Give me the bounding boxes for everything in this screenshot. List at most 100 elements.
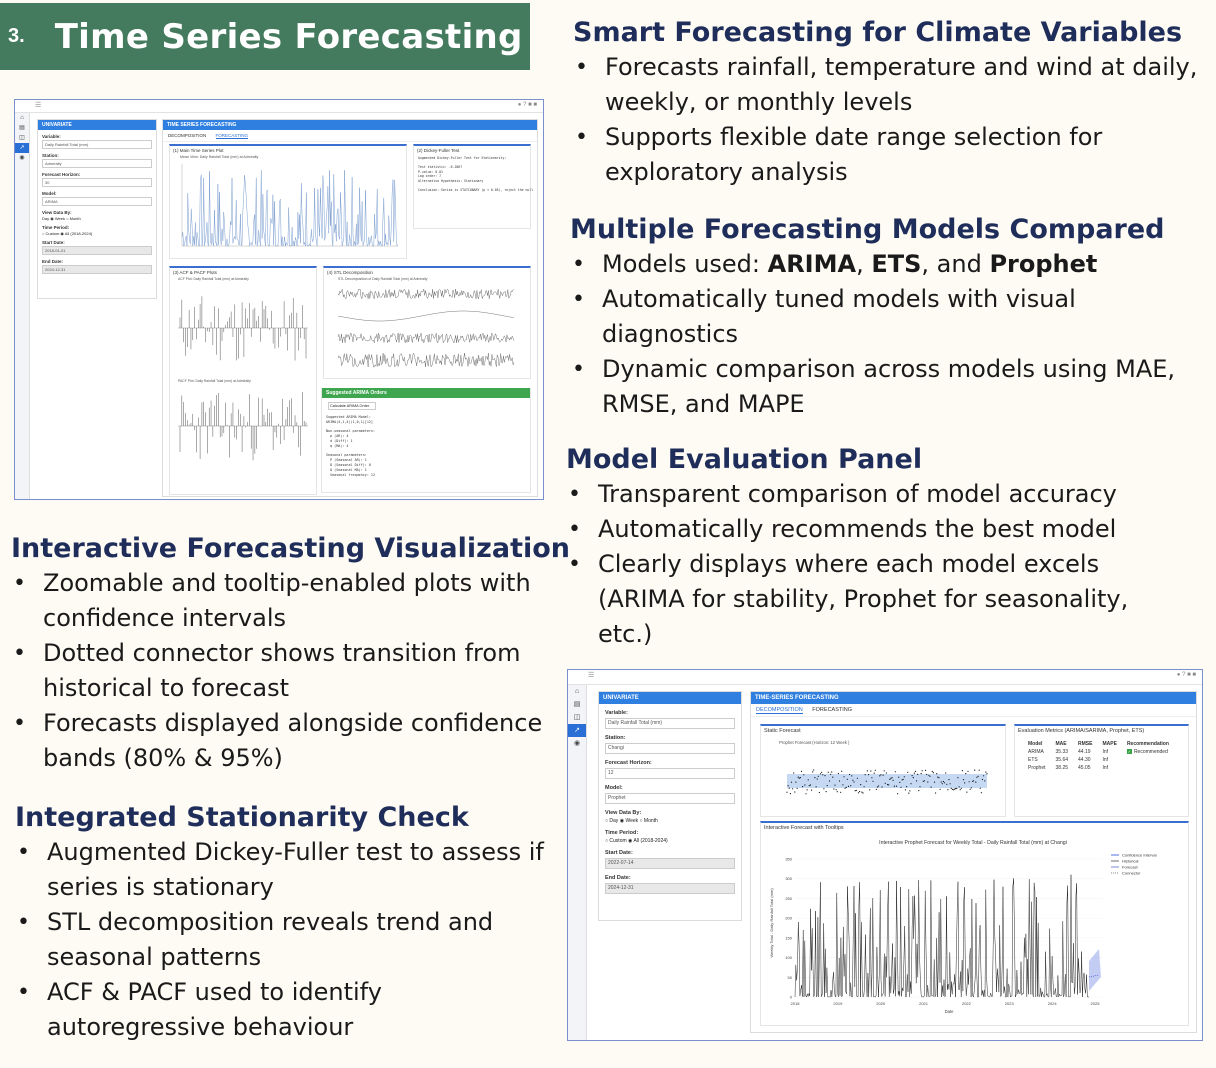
observed-point	[853, 781, 855, 783]
observed-point	[967, 770, 969, 772]
bullet: Supports flexible date range selection f…	[573, 120, 1213, 190]
observed-point	[936, 773, 938, 775]
y-tick-label: 250	[785, 896, 792, 901]
globe-icon[interactable]: ◉	[19, 155, 25, 161]
sidebar: ⌂ ▤ ◫ ↗ ◉	[568, 685, 587, 1040]
view-radio[interactable]: Day ◉ Week ○ Month	[42, 216, 81, 221]
y-axis-label: Weekly Total - Daily Rainfall Total (mm)	[769, 888, 774, 958]
table-cell: 45.05	[1078, 765, 1091, 771]
x-tick-label: 2021	[919, 1001, 929, 1006]
observed-point	[983, 775, 985, 777]
chart-icon[interactable]: ▤	[573, 701, 581, 708]
horizon-input[interactable]: 12	[605, 768, 735, 779]
pacf-plot[interactable]	[174, 386, 310, 466]
static-forecast-plot[interactable]	[769, 752, 999, 810]
observed-point	[861, 791, 863, 793]
y-tick-label: 150	[785, 935, 792, 940]
panel-header: TIME SERIES FORECASTING	[163, 120, 537, 130]
variable-select[interactable]: Daily Rainfall Total (mm)	[605, 718, 735, 729]
table-row: ETS 35.64 44.30 Inf	[1023, 756, 1174, 764]
window-controls[interactable]: ● ? ■ ■	[517, 102, 537, 108]
observed-point	[930, 786, 932, 788]
bullet: Zoomable and tooltip-enabled plots with …	[11, 566, 556, 636]
section-heading: Integrated Stationarity Check	[15, 802, 469, 833]
observed-point	[911, 775, 913, 777]
home-icon[interactable]: ⌂	[574, 688, 580, 695]
acf-plot[interactable]	[174, 288, 310, 368]
observed-point	[846, 778, 848, 780]
stl-component-line	[337, 332, 515, 344]
interactive-forecast-chart[interactable]: Interactive Prophet Forecast for Weekly …	[763, 835, 1183, 1021]
observed-point	[830, 773, 832, 775]
observed-point	[806, 789, 808, 791]
tab-decomposition[interactable]: DECOMPOSITION	[168, 133, 207, 138]
bullet: Clearly displays where each model excels…	[566, 547, 1186, 652]
x-tick-label: 2023	[1005, 1001, 1015, 1006]
observed-point	[817, 775, 819, 777]
variable-select[interactable]: Daily Rainfall Total (mm)	[42, 140, 152, 149]
database-icon[interactable]: ◫	[19, 135, 25, 141]
station-select[interactable]: Admiralty	[42, 159, 152, 168]
observed-point	[812, 771, 814, 773]
series-line	[181, 170, 399, 247]
observed-point	[893, 785, 895, 787]
bullet: STL decomposition reveals trend and seas…	[15, 905, 555, 975]
window-controls[interactable]: ● ? ■ ■	[1176, 672, 1196, 678]
model-select[interactable]: Prophet	[605, 793, 735, 804]
model-select[interactable]: ARIMA	[42, 197, 152, 206]
sidebar: ⌂ ▤ ◫ ↗ ◉	[15, 113, 30, 499]
observed-point	[855, 789, 857, 792]
observed-point	[842, 784, 844, 786]
chart-icon[interactable]: ▤	[19, 125, 25, 131]
globe-icon[interactable]: ◉	[573, 740, 581, 747]
tab-decomposition[interactable]: DECOMPOSITION	[756, 707, 803, 714]
database-icon[interactable]: ◫	[573, 714, 581, 721]
observed-point	[884, 782, 886, 784]
observed-point	[883, 770, 885, 772]
observed-point	[941, 783, 943, 785]
view-radio[interactable]: ○ Day ◉ Week ○ Month	[605, 818, 658, 824]
main-series-plot[interactable]	[176, 162, 400, 252]
observed-point	[916, 780, 918, 782]
tab-forecasting[interactable]: FORECASTING	[215, 133, 249, 139]
observed-point	[897, 793, 899, 795]
x-tick-label: 2019	[833, 1001, 843, 1006]
observed-point	[798, 777, 800, 779]
line-chart-icon[interactable]: ↗	[568, 724, 586, 737]
start-date-input[interactable]: 2018-01-01	[42, 246, 152, 255]
period-radio[interactable]: ○ Custom ◉ All (2018-2024)	[605, 838, 668, 844]
observed-point	[959, 789, 961, 791]
decomposition-screenshot: ☰ ● ? ■ ■ ⌂ ▤ ◫ ↗ ◉ UNIVARIATE Variable: …	[14, 99, 544, 500]
period-radio[interactable]: ○ Custom ◉ All (2018-2024)	[42, 231, 93, 236]
end-date-input[interactable]: 2024-12-31	[605, 883, 735, 894]
observed-point	[852, 779, 854, 781]
observed-point	[961, 770, 963, 772]
observed-point	[800, 770, 803, 772]
end-date-input[interactable]: 2024-12-31	[42, 265, 152, 274]
observed-point	[857, 792, 860, 794]
observed-point	[928, 774, 930, 776]
menu-icon[interactable]: ☰	[588, 672, 595, 679]
home-icon[interactable]: ⌂	[20, 115, 24, 121]
observed-point	[919, 786, 921, 788]
x-tick-label: 2022	[962, 1001, 972, 1006]
smart-forecasting-section: Smart Forecasting for Climate Variables …	[573, 16, 1213, 190]
start-date-input[interactable]: 2022-07-14	[605, 858, 735, 869]
station-select[interactable]: Changi	[605, 743, 735, 754]
tab-forecasting[interactable]: FORECASTING	[812, 707, 853, 713]
stl-plot[interactable]	[330, 284, 522, 374]
horizon-input[interactable]: 30	[42, 178, 152, 187]
check-icon: ✓	[1126, 749, 1132, 754]
calculate-arima-button[interactable]: Calculate ARIMA Order	[328, 402, 376, 410]
x-axis-label: Date	[945, 1009, 955, 1014]
observed-point	[938, 777, 940, 779]
arima-output: Suggested ARIMA Model: ARIMA(4,1,4)(1,0,…	[326, 415, 375, 477]
stl-component-line	[337, 288, 515, 300]
table-cell: 44.30	[1078, 757, 1091, 763]
bullet: Automatically recommends the best model	[566, 512, 1186, 547]
observed-point	[825, 791, 827, 793]
line-chart-icon[interactable]: ↗	[15, 143, 29, 153]
interactive-section: Interactive Forecasting Visualization Zo…	[11, 532, 570, 776]
menu-icon[interactable]: ☰	[35, 102, 42, 109]
observed-point	[814, 777, 816, 779]
